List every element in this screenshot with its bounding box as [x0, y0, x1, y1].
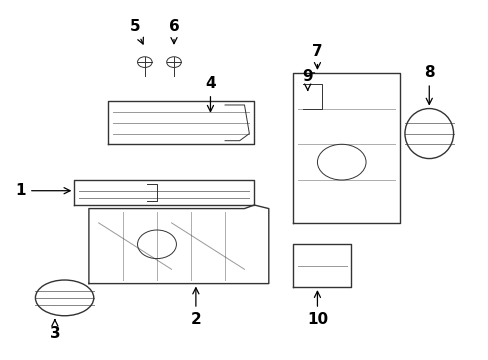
Text: 1: 1 [16, 183, 70, 198]
Text: 2: 2 [190, 288, 201, 327]
Text: 5: 5 [129, 19, 143, 44]
Text: 4: 4 [205, 76, 215, 112]
Text: 6: 6 [168, 19, 179, 44]
Text: 10: 10 [306, 291, 327, 327]
Text: 7: 7 [311, 44, 322, 69]
Text: 3: 3 [49, 320, 60, 341]
Text: 9: 9 [302, 69, 312, 90]
Text: 8: 8 [423, 65, 434, 104]
